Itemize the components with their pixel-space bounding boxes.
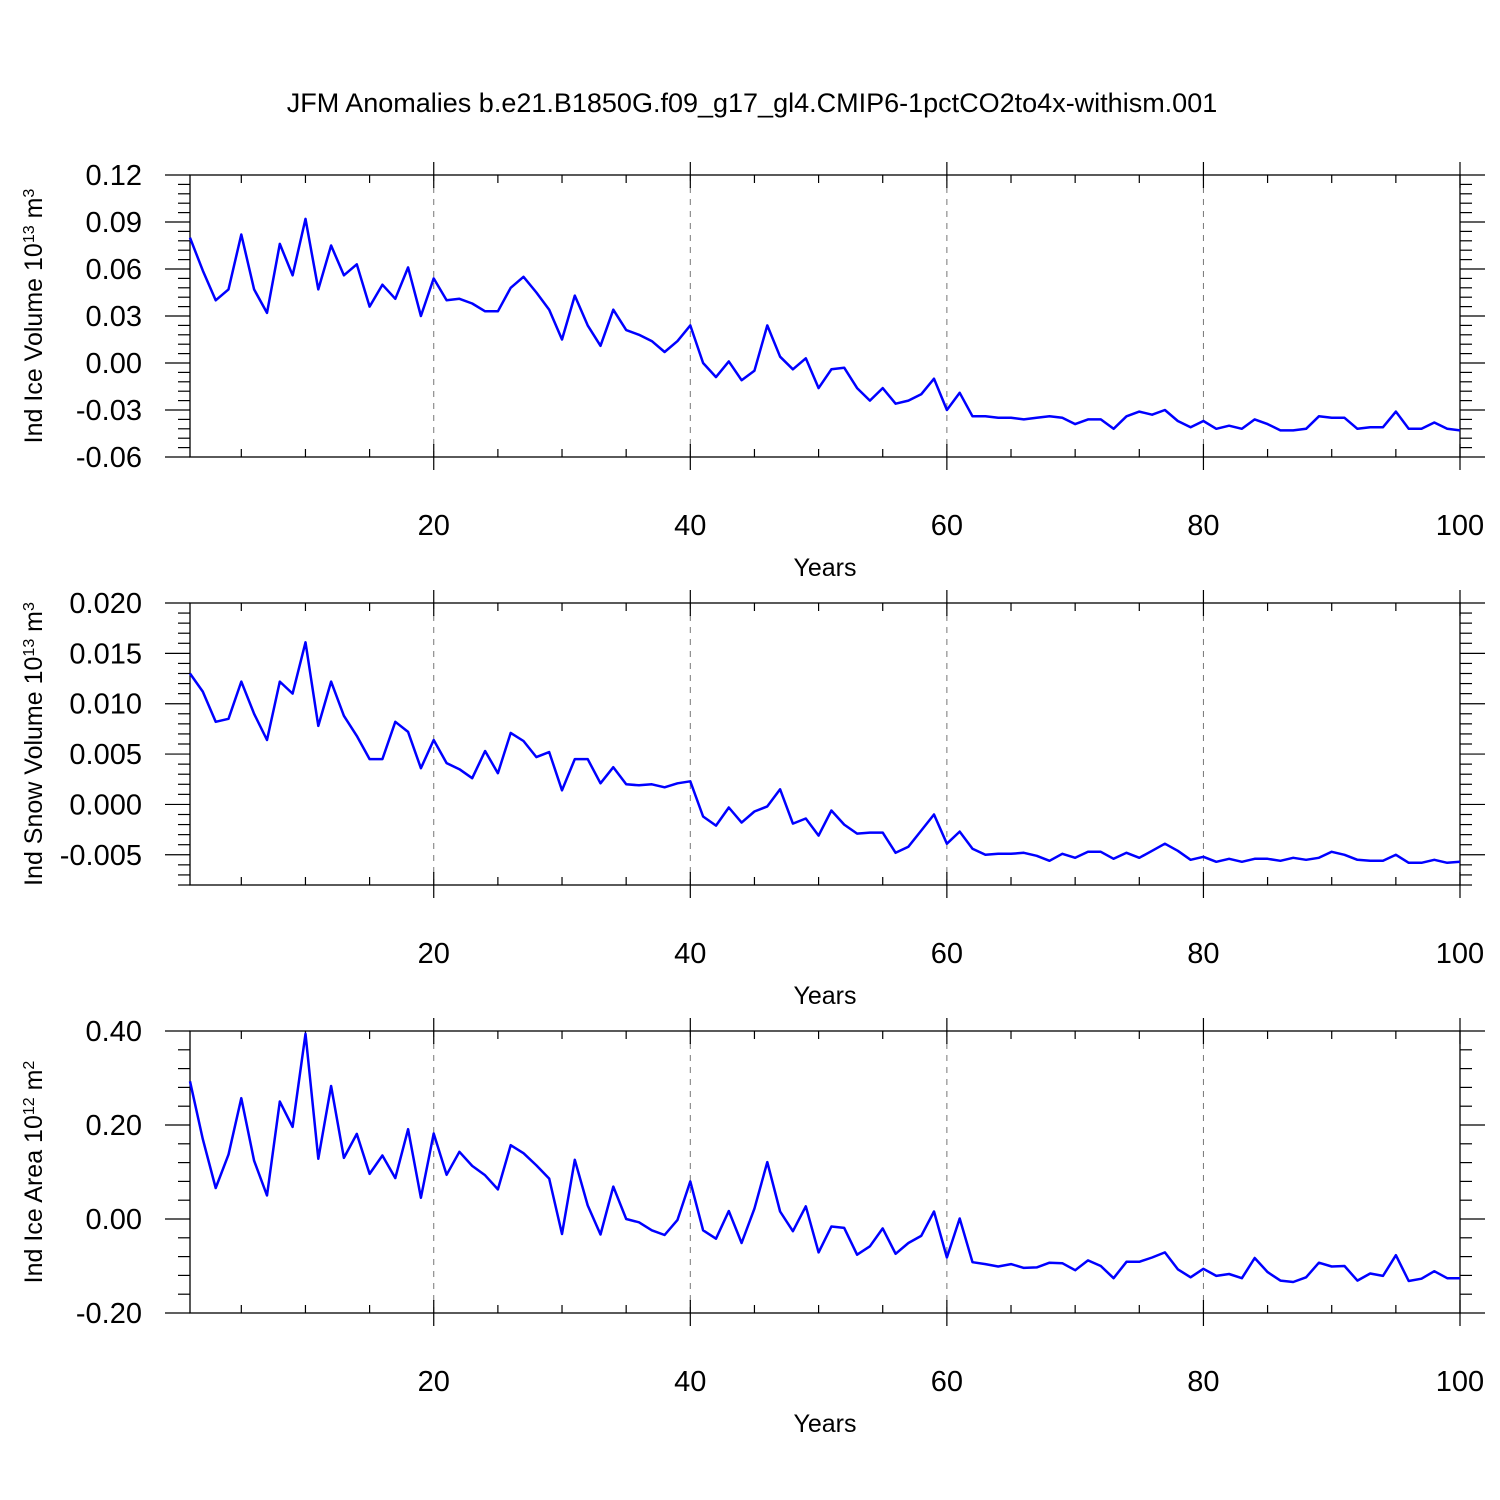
y-tick-label: 0.00 [86, 348, 142, 380]
y-tick-label: 0.005 [69, 739, 142, 771]
x-tick-label: 80 [1187, 1366, 1219, 1398]
y-axis-label: Ind Snow Volume 1013 m3 [20, 602, 48, 886]
x-tick-label: 100 [1436, 938, 1484, 970]
x-tick-label: 20 [418, 938, 450, 970]
series-line-snow-volume [188, 641, 1461, 865]
y-axis-label: Ind Ice Area 1012 m2 [20, 1061, 48, 1284]
y-tick-label: 0.20 [86, 1110, 142, 1142]
x-axis-label: Years [793, 982, 856, 1010]
x-tick-label: 80 [1187, 938, 1219, 970]
y-tick-label: 0.09 [86, 207, 142, 239]
x-tick-label: 80 [1187, 510, 1219, 542]
plot-frame [189, 602, 1461, 886]
y-axis-label: Ind Ice Volume 1013 m3 [20, 189, 48, 444]
y-tick-label: 0.00 [86, 1204, 142, 1236]
y-tick-label: 0.03 [86, 301, 142, 333]
x-tick-label: 60 [931, 1366, 963, 1398]
x-tick-label: 20 [418, 1366, 450, 1398]
x-tick-label: 60 [931, 510, 963, 542]
x-tick-label: 20 [418, 510, 450, 542]
y-tick-label: -0.20 [76, 1298, 142, 1330]
x-tick-label: 100 [1436, 510, 1484, 542]
y-tick-label: 0.06 [86, 254, 142, 286]
y-tick-label: 0.000 [69, 789, 142, 821]
y-tick-label: -0.06 [76, 442, 142, 474]
y-tick-label: 0.12 [86, 160, 142, 192]
y-tick-label: -0.005 [60, 840, 142, 872]
y-tick-label: 0.015 [69, 638, 142, 670]
series-line-ice-volume [188, 217, 1461, 432]
plot-frame [189, 174, 1461, 458]
y-tick-label: 0.010 [69, 689, 142, 721]
x-axis-label: Years [793, 554, 856, 582]
x-tick-label: 40 [674, 938, 706, 970]
panel-ice-area: 20 40 60 80 100 -0.20 0.00 0.20 0.40 Years Ind Ice… [20, 1016, 1485, 1438]
panel-ice-volume: 20 40 60 80 100 -0.06 -0.03 0.00 0.03 0.06 0.09 0.1… [20, 160, 1485, 582]
series-line-ice-area [188, 1032, 1460, 1284]
y-tick-label: 0.40 [86, 1016, 142, 1048]
figure-title: JFM Anomalies b.e21.B1850G.f09_g17_gl4.C… [287, 88, 1218, 118]
panel-snow-volume: 20 40 60 80 100 -0.005 0.000 0.005 0.010 0.015 0.0… [20, 588, 1485, 1010]
x-tick-label: 40 [674, 510, 706, 542]
x-tick-label: 40 [674, 1366, 706, 1398]
x-tick-label: 60 [931, 938, 963, 970]
x-axis-label: Years [793, 1410, 856, 1438]
x-tick-label: 100 [1436, 1366, 1484, 1398]
y-tick-label: -0.03 [76, 395, 142, 427]
y-tick-label: 0.020 [69, 588, 142, 620]
plot-frame [189, 1030, 1461, 1314]
